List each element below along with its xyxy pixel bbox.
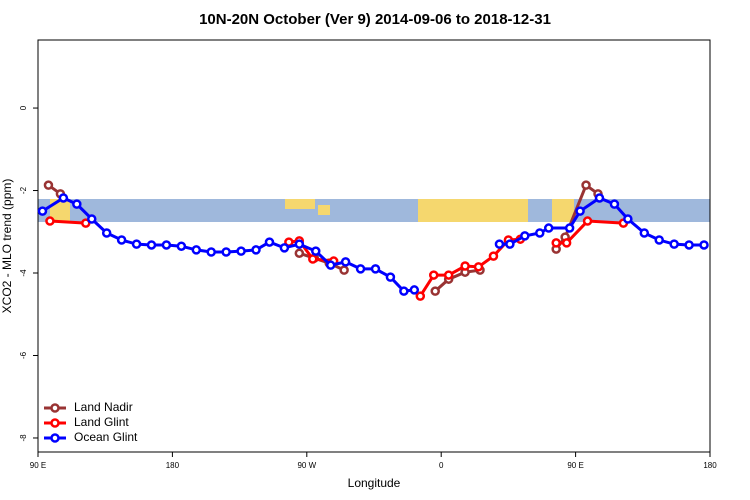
data-point	[623, 214, 633, 224]
data-point	[581, 180, 591, 190]
data-point	[564, 223, 575, 233]
map-land	[318, 205, 330, 215]
data-point	[594, 193, 605, 203]
data-point	[415, 291, 426, 301]
data-point	[58, 193, 69, 203]
x-tick-label: 180	[703, 461, 717, 470]
data-point	[251, 245, 261, 255]
x-tick-label: 90 E	[30, 461, 46, 470]
data-point	[81, 218, 91, 228]
data-point	[430, 286, 440, 296]
data-point	[146, 240, 157, 250]
chart-title: 10N-20N October (Ver 9) 2014-09-06 to 20…	[199, 11, 551, 28]
data-point	[339, 265, 349, 275]
data-point	[494, 239, 505, 249]
data-point	[488, 251, 499, 261]
map-land	[418, 199, 528, 222]
data-point	[161, 240, 172, 250]
data-point	[520, 231, 530, 241]
data-point	[264, 237, 275, 247]
data-point	[325, 260, 336, 270]
data-point	[191, 245, 202, 255]
data-point	[575, 206, 585, 216]
data-point	[43, 180, 54, 190]
plot-frame	[37, 39, 711, 453]
data-point	[460, 261, 470, 271]
data-point	[561, 238, 572, 248]
data-point	[294, 239, 305, 249]
data-point	[294, 248, 305, 258]
data-point	[443, 270, 454, 280]
y-tick-label: 0	[19, 105, 28, 110]
map-strip	[38, 199, 710, 222]
data-point	[72, 199, 82, 209]
data-point	[684, 240, 694, 250]
data-point	[399, 286, 409, 296]
data-point	[340, 257, 351, 267]
y-axis-label: XCO2 - MLO trend (ppm)	[0, 179, 14, 314]
data-point	[37, 206, 48, 216]
data-point	[609, 199, 620, 209]
data-point	[279, 243, 290, 253]
data-point	[582, 216, 593, 226]
data-point	[385, 272, 396, 282]
y-tick-label: -6	[19, 351, 28, 359]
legend-marker	[50, 403, 60, 413]
map-land	[552, 199, 574, 222]
data-point	[131, 239, 142, 249]
data-point	[206, 247, 216, 257]
data-point	[639, 228, 650, 238]
legend-label: Land Nadir	[74, 400, 133, 414]
data-point	[87, 214, 97, 224]
legend-marker	[50, 418, 60, 428]
data-point	[311, 246, 321, 256]
y-tick-label: -2	[19, 186, 28, 194]
data-point	[116, 235, 127, 245]
data-point	[308, 254, 318, 264]
data-point	[535, 228, 545, 238]
x-tick-label: 180	[166, 461, 180, 470]
series-line	[49, 219, 624, 297]
data-point	[699, 240, 709, 250]
legend-marker	[50, 433, 60, 443]
legend-label: Ocean Glint	[74, 430, 138, 444]
x-tick-label: 90 E	[567, 461, 583, 470]
x-tick-label: 0	[439, 461, 444, 470]
data-point	[355, 264, 366, 274]
y-tick-label: -4	[19, 269, 28, 277]
data-point	[543, 223, 554, 233]
data-point	[505, 239, 515, 249]
data-point	[473, 262, 484, 272]
map-ocean	[38, 199, 710, 222]
map-land	[285, 199, 315, 209]
data-point	[551, 238, 561, 248]
data-point	[176, 241, 187, 251]
data-point	[101, 228, 112, 238]
x-tick-label: 90 W	[297, 461, 316, 470]
data-point	[221, 247, 231, 257]
data-point	[654, 235, 664, 245]
legend-label: Land Glint	[74, 415, 129, 429]
data-point	[409, 285, 420, 295]
data-point	[45, 216, 55, 226]
data-point	[669, 239, 679, 249]
y-tick-label: -8	[19, 434, 28, 442]
data-point	[428, 270, 439, 280]
data-point	[370, 264, 381, 274]
x-axis-label: Longitude	[348, 476, 401, 490]
data-point	[236, 246, 246, 256]
